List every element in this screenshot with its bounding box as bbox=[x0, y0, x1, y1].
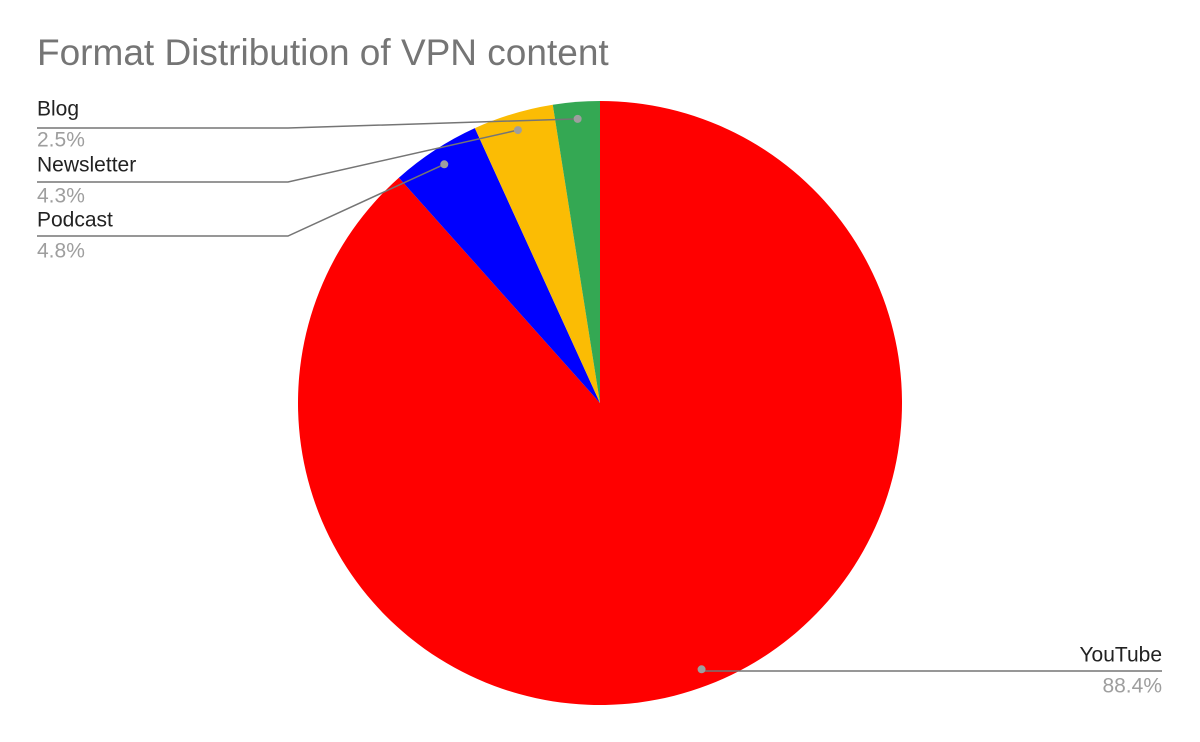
data-label: 88.4% bbox=[1102, 675, 1162, 698]
data-label: 2.5% bbox=[37, 129, 85, 152]
leader-dot bbox=[697, 665, 706, 674]
data-label: 4.8% bbox=[37, 240, 85, 263]
leader-dot bbox=[440, 160, 449, 169]
pie-slice bbox=[398, 128, 600, 403]
leader-dot bbox=[573, 114, 582, 123]
legend-label: Newsletter bbox=[37, 154, 136, 177]
legend-label: Blog bbox=[37, 98, 79, 121]
legend-label: YouTube bbox=[1079, 644, 1162, 667]
data-label: 4.3% bbox=[37, 185, 85, 208]
pie-slice bbox=[298, 101, 903, 706]
leader-line bbox=[37, 118, 578, 129]
leader-dot bbox=[513, 126, 522, 135]
legend-label: Podcast bbox=[37, 209, 113, 232]
leader-line bbox=[37, 163, 445, 237]
leader-line bbox=[37, 129, 519, 183]
pie-slice bbox=[474, 104, 600, 403]
pie-slice bbox=[552, 101, 600, 403]
chart-title: Format Distribution of VPN content bbox=[37, 32, 609, 73]
